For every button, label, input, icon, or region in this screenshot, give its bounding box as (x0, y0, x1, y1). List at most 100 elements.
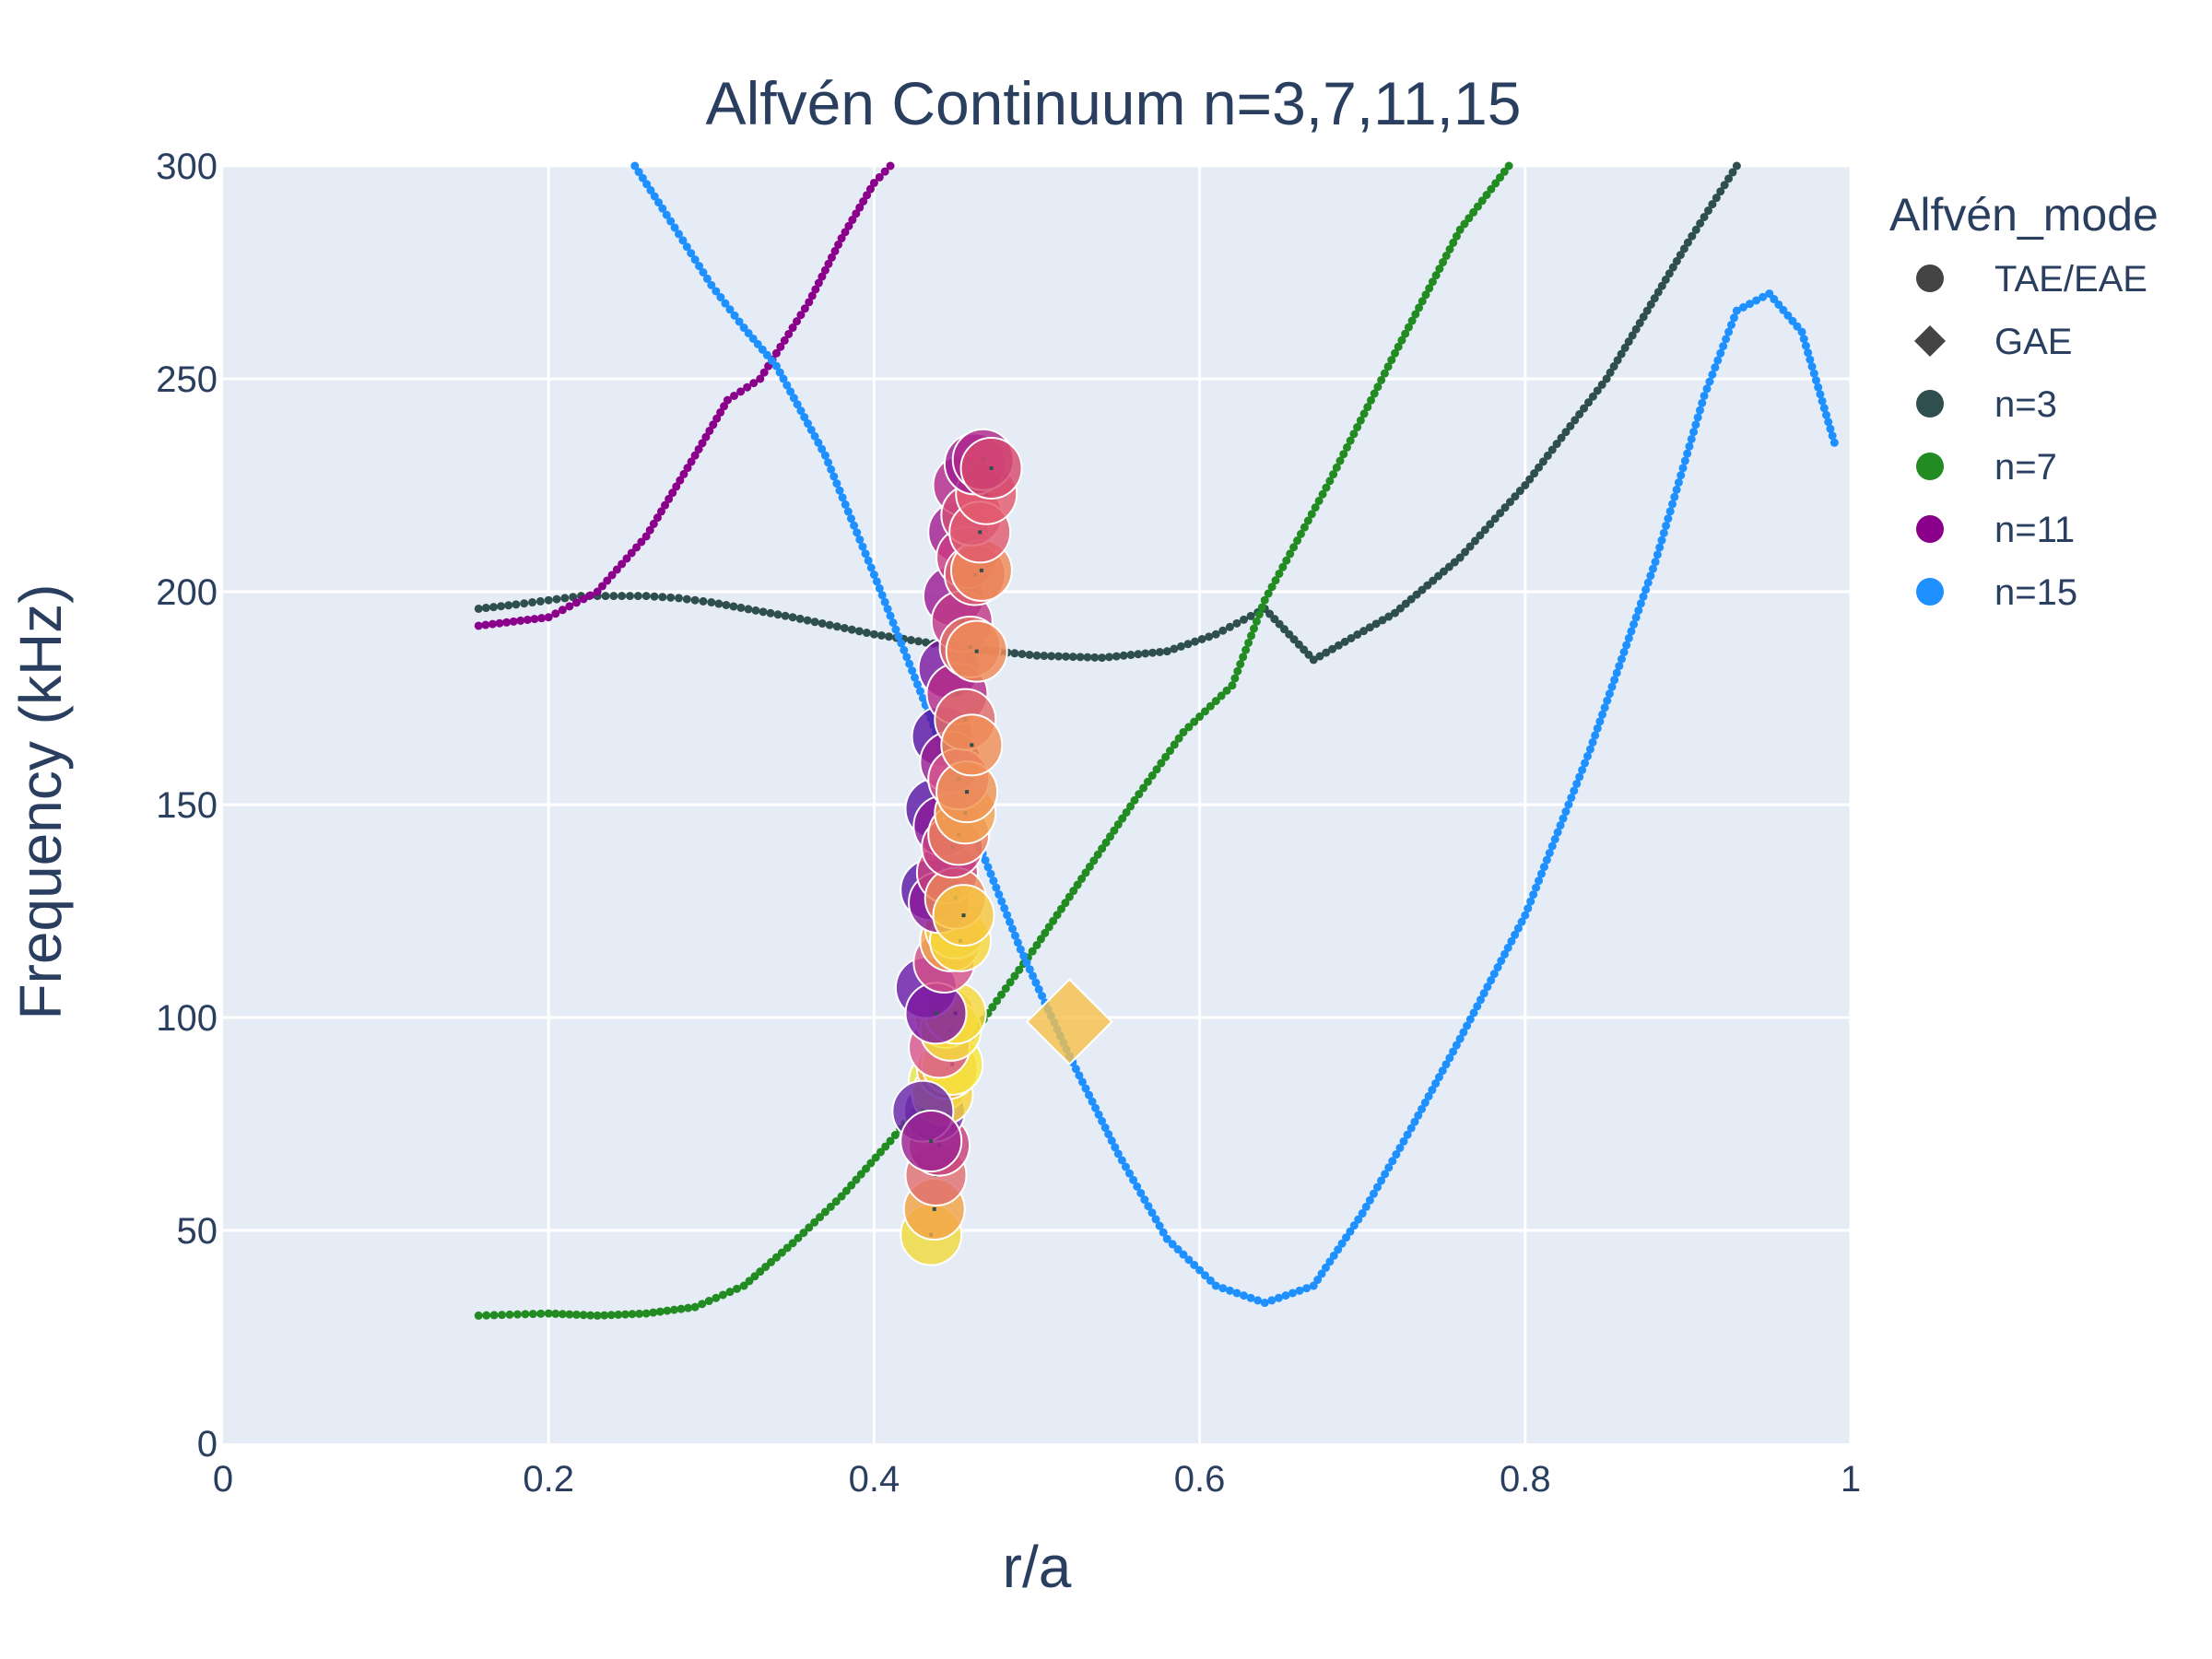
series-point (831, 1197, 841, 1206)
series-point (1624, 633, 1633, 642)
legend: Alfvén_mode TAE/EAE GAE n=3 n=7 n=11 n=15 (1889, 189, 2159, 613)
series-point (1121, 1162, 1130, 1171)
series-point (759, 368, 769, 377)
series-point (800, 304, 809, 313)
series-point (1206, 1276, 1215, 1285)
series-point (1732, 161, 1741, 171)
series-point (788, 324, 797, 333)
series-point (1450, 558, 1459, 567)
series-point (620, 1310, 629, 1319)
series-point (1104, 1130, 1113, 1139)
series-point (1322, 483, 1331, 492)
series-point (735, 317, 744, 326)
series-point (495, 618, 504, 628)
series-point (1334, 641, 1343, 650)
series-point (1418, 1104, 1427, 1113)
legend-item[interactable]: n=11 (1916, 510, 2075, 550)
series-point (1732, 306, 1741, 315)
series-point (1470, 536, 1479, 546)
series-point (1317, 1269, 1326, 1278)
series-point (528, 598, 537, 607)
series-point (1575, 772, 1584, 782)
series-point (1728, 168, 1737, 177)
series-point (814, 278, 823, 288)
series-point (1010, 971, 1019, 981)
series-point (1232, 1288, 1241, 1298)
series-point (1759, 292, 1768, 301)
series-point (709, 420, 718, 429)
legend-label: GAE (1994, 322, 2072, 362)
series-point (1019, 951, 1029, 960)
series-point (607, 571, 617, 580)
series-point (690, 1302, 700, 1312)
series-point (650, 192, 659, 201)
series-point (1015, 965, 1024, 974)
series-point (1809, 369, 1818, 378)
series-point (1125, 1169, 1135, 1178)
series-point (1334, 1245, 1343, 1254)
series-point (1098, 653, 1107, 663)
legend-item[interactable]: n=15 (1916, 572, 2077, 613)
series-point (1218, 626, 1228, 635)
series-point (537, 614, 547, 623)
series-point (1500, 949, 1509, 959)
series-point (1566, 421, 1575, 430)
x-tick-label: 0.6 (1174, 1459, 1226, 1500)
series-point (1359, 627, 1369, 636)
series-point (586, 591, 595, 600)
series-point (1085, 1090, 1094, 1100)
series-point (705, 426, 714, 435)
series-point (1391, 608, 1400, 618)
series-point (474, 1311, 483, 1320)
series-point (1830, 438, 1839, 447)
series-point (1339, 450, 1348, 459)
series-point (1110, 826, 1119, 835)
series-point (1770, 295, 1779, 304)
legend-item[interactable]: TAE/EAE (1916, 259, 2147, 300)
series-point (1144, 1202, 1153, 1211)
series-point (1726, 320, 1735, 329)
series-point (1200, 707, 1209, 716)
series-point (1603, 696, 1612, 705)
legend-item[interactable]: GAE (1914, 322, 2072, 362)
series-point (1325, 477, 1335, 486)
series-point (1077, 874, 1087, 883)
series-point (1797, 327, 1806, 336)
tae-eae-bubbles (891, 428, 1023, 1266)
series-point (1001, 984, 1010, 993)
series-point (614, 1310, 623, 1319)
series-point (796, 406, 806, 416)
series-point (1521, 911, 1530, 920)
series-point (1819, 404, 1829, 413)
series-point (722, 600, 731, 609)
series-point (1503, 943, 1512, 952)
series-point (1783, 311, 1793, 320)
series-point (1136, 1188, 1146, 1197)
series-point (1651, 558, 1660, 567)
series-point (1365, 623, 1374, 632)
series-point (1477, 196, 1487, 206)
series-point (1047, 652, 1056, 661)
legend-item[interactable]: n=3 (1916, 384, 2057, 425)
series-point (994, 890, 1004, 900)
series-point (1469, 207, 1478, 217)
series-point (835, 486, 844, 495)
series-point (810, 618, 819, 627)
series-point (771, 1253, 781, 1262)
legend-item[interactable]: n=7 (1916, 447, 2057, 488)
series-point (606, 1311, 616, 1320)
series-point (1135, 790, 1144, 799)
series-point (1197, 634, 1206, 643)
series-point (512, 600, 521, 609)
series-point (795, 614, 805, 623)
series-point (1162, 1234, 1171, 1243)
series-point (1179, 1250, 1188, 1259)
series-point (1006, 978, 1015, 987)
series-point (1438, 1066, 1447, 1076)
series-point (865, 184, 875, 194)
series-point (1089, 856, 1099, 865)
series-point (618, 559, 627, 569)
series-point (1349, 1221, 1359, 1230)
series-point (1008, 924, 1018, 934)
series-point (1353, 423, 1362, 432)
